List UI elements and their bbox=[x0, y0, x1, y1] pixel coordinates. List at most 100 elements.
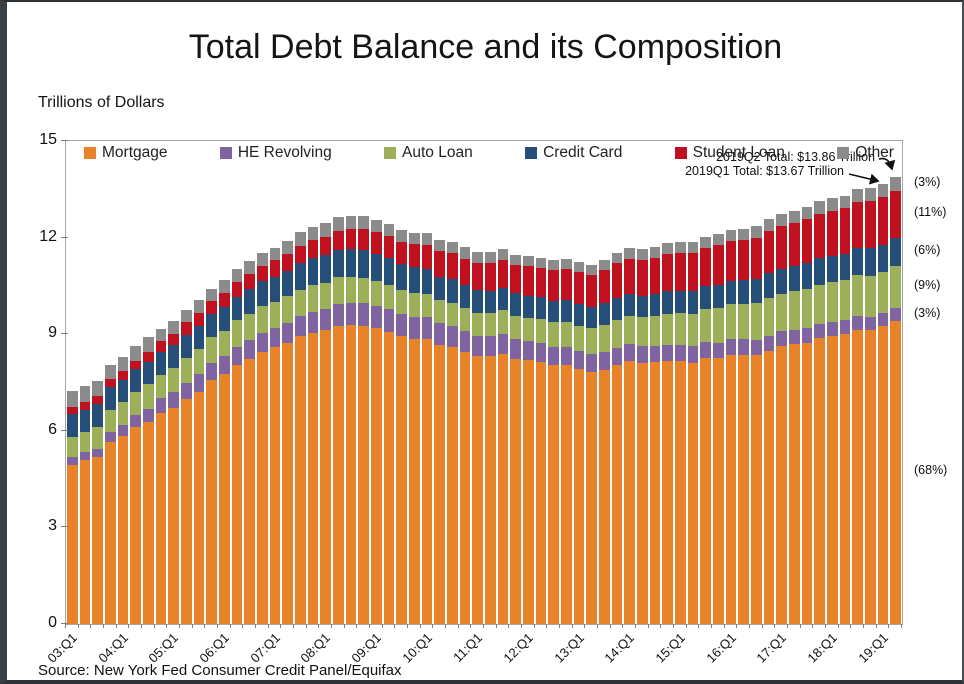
bar-15:Q4 bbox=[713, 234, 724, 624]
bar-segment-other bbox=[434, 239, 445, 252]
bar-segment-credit-card bbox=[282, 270, 293, 297]
x-tick-mark bbox=[217, 624, 218, 628]
bar-segment-auto-loan bbox=[624, 315, 635, 344]
bar-03:Q4 bbox=[105, 364, 116, 624]
x-tick-mark bbox=[774, 624, 776, 628]
bar-06:Q3 bbox=[244, 261, 255, 624]
bar-segment-student-loan bbox=[738, 239, 749, 281]
bar-segment-auto-loan bbox=[700, 309, 711, 343]
share-label-he-revolving: (3%) bbox=[914, 305, 941, 320]
bar-14:Q3 bbox=[649, 246, 661, 624]
y-tick-label: 15 bbox=[39, 131, 57, 148]
x-tick-mark bbox=[812, 624, 814, 628]
bar-segment-he-revolving bbox=[358, 302, 369, 326]
bar-segment-credit-card bbox=[852, 248, 863, 276]
bar-segment-credit-card bbox=[523, 295, 534, 318]
bar-segment-he-revolving bbox=[801, 328, 813, 343]
bar-16:Q2 bbox=[738, 228, 749, 624]
legend-item-he-revolving: HE Revolving bbox=[219, 144, 332, 162]
bar-segment-credit-card bbox=[130, 369, 141, 392]
bar-segment-mortgage bbox=[789, 344, 800, 624]
bar-segment-he-revolving bbox=[295, 316, 306, 337]
bar-segment-auto-loan bbox=[801, 289, 813, 329]
bar-segment-credit-card bbox=[624, 294, 635, 316]
bar-segment-he-revolving bbox=[244, 340, 255, 359]
bar-segment-student-loan bbox=[206, 301, 217, 314]
bar-segment-mortgage bbox=[269, 347, 281, 624]
bar-segment-he-revolving bbox=[79, 452, 91, 461]
bar-segment-credit-card bbox=[776, 269, 787, 294]
bar-segment-credit-card bbox=[67, 414, 78, 437]
bar-segment-credit-card bbox=[510, 293, 521, 316]
bar-15:Q2 bbox=[687, 242, 699, 624]
x-tick-label: 15:Q1 bbox=[652, 630, 688, 666]
bar-segment-credit-card bbox=[206, 313, 217, 338]
bar-segment-he-revolving bbox=[573, 350, 585, 369]
bar-segment-student-loan bbox=[561, 269, 572, 301]
bar-segment-student-loan bbox=[307, 240, 319, 259]
bar-segment-auto-loan bbox=[877, 272, 889, 314]
bar-segment-auto-loan bbox=[396, 289, 407, 314]
legend-label: Student Loan bbox=[692, 144, 785, 161]
x-tick-label: 12:Q1 bbox=[500, 630, 536, 666]
bar-segment-auto-loan bbox=[751, 303, 762, 341]
bar-segment-student-loan bbox=[193, 313, 205, 326]
bar-11:Q1 bbox=[472, 252, 483, 624]
bar-segment-mortgage bbox=[839, 334, 851, 624]
bar-segment-other bbox=[624, 248, 635, 259]
x-tick-mark bbox=[597, 624, 598, 628]
bar-segment-student-loan bbox=[624, 258, 635, 295]
x-tick-label: 11:Q1 bbox=[450, 630, 486, 665]
bar-segment-he-revolving bbox=[586, 354, 597, 372]
bar-segment-auto-loan bbox=[459, 308, 471, 332]
bar-segment-mortgage bbox=[687, 362, 699, 624]
bar-segment-other bbox=[573, 262, 585, 273]
y-tick-label: 6 bbox=[48, 420, 57, 438]
annotation-2019q1-total: 2019Q1 Total: $13.67 Trillion bbox=[685, 164, 844, 178]
bar-segment-mortgage bbox=[307, 332, 319, 624]
bar-segment-student-loan bbox=[295, 245, 306, 264]
bar-segment-auto-loan bbox=[738, 303, 749, 340]
bar-segment-mortgage bbox=[548, 365, 559, 624]
x-tick-mark bbox=[609, 624, 611, 628]
bar-segment-he-revolving bbox=[599, 352, 610, 370]
bar-segment-he-revolving bbox=[206, 362, 217, 381]
bar-segment-mortgage bbox=[79, 460, 91, 624]
bar-segment-other bbox=[687, 242, 699, 254]
bar-segment-other bbox=[105, 364, 116, 379]
x-tick-label: 05:Q1 bbox=[145, 630, 182, 666]
bar-segment-he-revolving bbox=[421, 317, 433, 340]
bar-segment-other bbox=[662, 242, 673, 254]
bar-segment-mortgage bbox=[725, 354, 737, 624]
bar-segment-other bbox=[155, 328, 167, 342]
bar-04:Q1 bbox=[117, 356, 129, 624]
bar-segment-credit-card bbox=[269, 276, 281, 302]
bar-segment-credit-card bbox=[738, 280, 749, 304]
x-tick-label: 03:Q1 bbox=[44, 630, 80, 666]
chart-title: Total Debt Balance and its Composition bbox=[188, 28, 783, 66]
x-tick-mark bbox=[115, 624, 117, 628]
bar-segment-other bbox=[535, 257, 547, 268]
bar-segment-mortgage bbox=[599, 369, 610, 624]
bar-segment-other bbox=[130, 345, 141, 361]
bar-segment-student-loan bbox=[155, 341, 167, 352]
bar-segment-other bbox=[776, 214, 787, 227]
bar-segment-mortgage bbox=[320, 330, 331, 624]
x-tick-mark bbox=[660, 624, 662, 628]
bar-segment-student-loan bbox=[827, 210, 838, 256]
bar-segment-student-loan bbox=[890, 190, 901, 239]
x-tick-mark bbox=[584, 624, 586, 628]
bar-16:Q3 bbox=[751, 226, 762, 624]
y-tick-label: 0 bbox=[48, 614, 57, 631]
bar-segment-student-loan bbox=[865, 201, 876, 249]
bar-16:Q1 bbox=[725, 229, 737, 624]
bar-segment-other bbox=[345, 215, 357, 229]
bar-segment-mortgage bbox=[865, 330, 876, 624]
bar-segment-student-loan bbox=[231, 281, 243, 297]
bar-segment-credit-card bbox=[244, 289, 255, 314]
x-tick-mark bbox=[850, 624, 852, 628]
x-tick-mark bbox=[901, 624, 902, 628]
bar-segment-credit-card bbox=[700, 286, 711, 310]
x-tick-mark bbox=[191, 624, 193, 628]
